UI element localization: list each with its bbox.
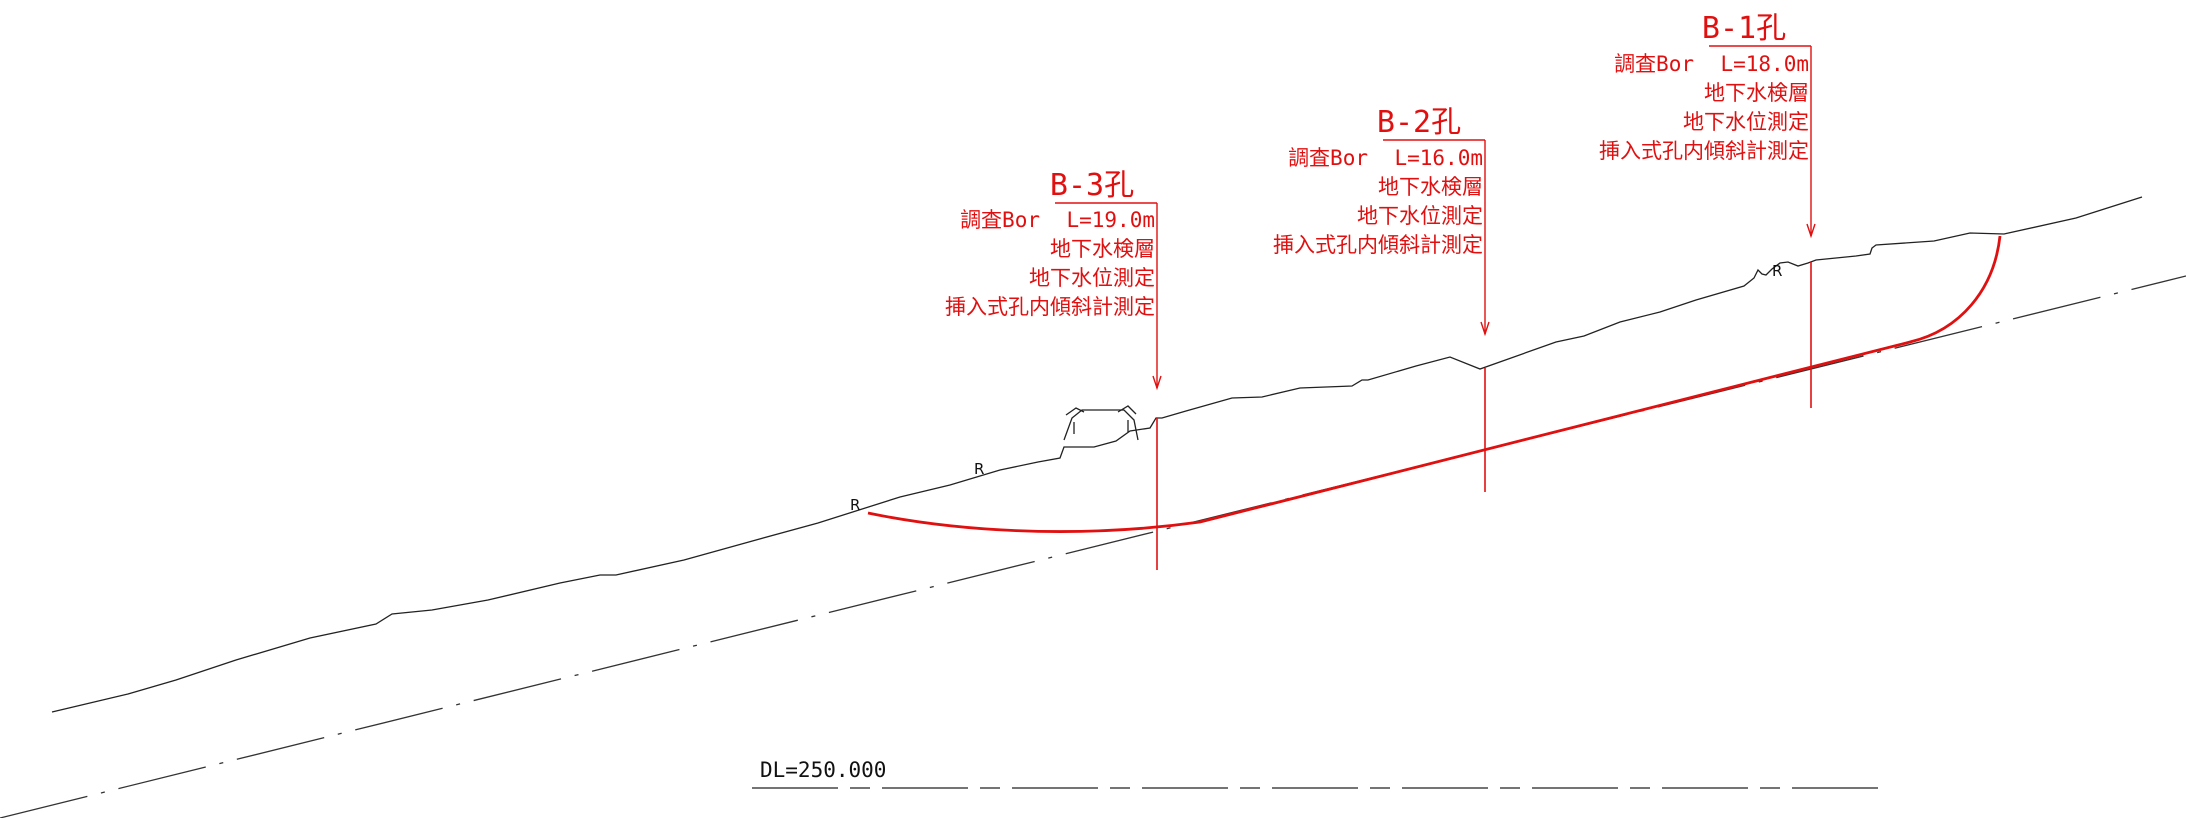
house-symbol (1063, 405, 1139, 441)
ground-marker-r-2: R (974, 460, 984, 478)
leader-b3 (1055, 202, 1162, 391)
reference-axis-line (0, 275, 2186, 818)
borehole-b2-length: L=16.0m (1394, 146, 1483, 170)
ground-marker-r-1: R (850, 496, 860, 514)
slip-surface-line (867, 235, 2002, 533)
leader-b2 (1383, 139, 1490, 337)
borehole-b1-test-2: 地下水位測定 (1683, 110, 1809, 134)
borehole-b3-length: L=19.0m (1066, 208, 1155, 232)
borehole-b1-length: L=18.0m (1720, 52, 1809, 76)
borehole-b2-title: B-2孔 (1377, 105, 1461, 140)
borehole-b3-title: B-3孔 (1050, 168, 1134, 203)
borehole-b1-test-3: 挿入式孔内傾斜計測定 (1599, 139, 1809, 163)
borehole-b1-test-1: 地下水検層 (1704, 81, 1809, 105)
leader-b1 (1709, 45, 1816, 239)
borehole-b1-survey-prefix: 調査Bor (1614, 52, 1694, 76)
borehole-b2-test-1: 地下水検層 (1378, 175, 1483, 199)
borehole-b3-annotation: B-3孔 調査Bor L=19.0m 地下水検層 地下水位測定 挿入式孔内傾斜計… (945, 168, 1155, 319)
borehole-b1-annotation: B-1孔 調査Bor L=18.0m 地下水検層 地下水位測定 挿入式孔内傾斜計… (1599, 11, 1809, 163)
borehole-b1-title: B-1孔 (1702, 11, 1786, 46)
ground-marker-r-3: R (1772, 262, 1782, 280)
borehole-b3-test-1: 地下水検層 (1050, 237, 1155, 261)
datum-label: DL=250.000 (760, 758, 886, 782)
borehole-b3-test-3: 挿入式孔内傾斜計測定 (945, 295, 1155, 319)
borehole-b2-annotation: B-2孔 調査Bor L=16.0m 地下水検層 地下水位測定 挿入式孔内傾斜計… (1273, 105, 1483, 257)
ground-surface-line (51, 196, 2143, 713)
borehole-b2-survey-prefix: 調査Bor (1288, 146, 1368, 170)
borehole-b3-test-2: 地下水位測定 (1029, 266, 1155, 290)
borehole-b2-test-2: 地下水位測定 (1357, 204, 1483, 228)
borehole-b2-test-3: 挿入式孔内傾斜計測定 (1273, 233, 1483, 257)
borehole-b3-survey-prefix: 調査Bor (960, 208, 1040, 232)
